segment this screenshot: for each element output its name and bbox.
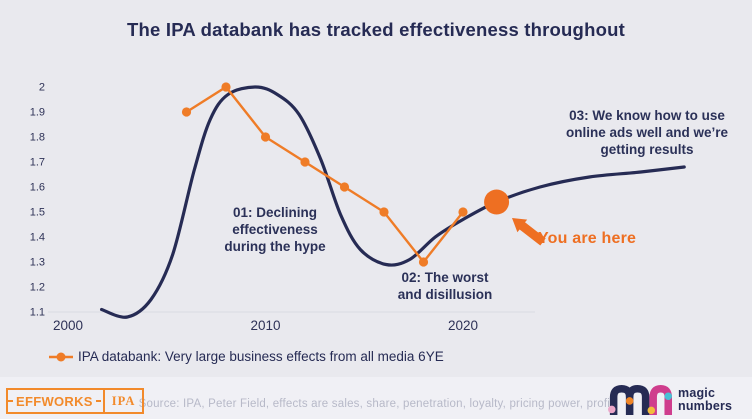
legend-marker-icon — [49, 352, 73, 361]
y-tick-label: 1.9 — [30, 107, 45, 119]
legend-marker-dot — [56, 352, 66, 361]
y-tick-label: 1.8 — [30, 132, 45, 144]
ipa-series-point — [418, 257, 429, 267]
x-tick-label: 2000 — [53, 318, 83, 333]
ipa-series-point — [221, 82, 231, 92]
annotation-03-results: 03: We know how to use online ads well a… — [565, 108, 729, 157]
magic-numbers-line1: magic — [678, 386, 716, 400]
mn-dot-teal — [664, 392, 672, 400]
annotation-01-declining: 01: Declining effectiveness during the h… — [224, 205, 326, 254]
magic-numbers-line2: numbers — [678, 399, 733, 413]
page-title: The IPA databank has tracked effectivene… — [127, 19, 625, 40]
ipa-series-point — [339, 182, 350, 192]
x-tick-label: 2010 — [250, 318, 280, 333]
y-tick-label: 1.7 — [30, 157, 45, 169]
you-are-here-label: You are here — [538, 230, 637, 247]
source-attribution: Source: IPA, Peter Field, effects are sa… — [138, 398, 614, 410]
hype-curve-path — [100, 85, 686, 319]
mn-n-arch — [649, 384, 672, 416]
ipa-series-point — [379, 207, 389, 217]
mn-m-arch2 — [625, 384, 650, 416]
mn-dot-orange — [625, 397, 634, 405]
legend-label: IPA databank: Very large business effect… — [78, 349, 444, 364]
ipa-series-point — [260, 132, 271, 142]
mn-dot-pink — [608, 405, 616, 414]
y-tick-label: 1.5 — [30, 207, 45, 219]
ipa-series-point — [300, 157, 310, 167]
magic-numbers-logo: magic numbers — [608, 384, 732, 416]
ipa-series-point — [458, 207, 468, 217]
legend: IPA databank: Very large business effect… — [48, 349, 444, 364]
magic-numbers-mark-icon — [608, 384, 672, 416]
effworks-logo-text: EFFWORKS — [16, 393, 93, 409]
ipa-series-point — [181, 107, 192, 117]
magic-numbers-wordmark: magic numbers — [678, 387, 732, 413]
mn-dot-yellow — [647, 406, 656, 415]
annotation-02-worst: 02: The worst and disillusion — [397, 270, 493, 302]
y-tick-label: 1.1 — [30, 307, 45, 319]
effworks-dash-right — [95, 399, 101, 403]
you-are-here-arrow-icon — [512, 218, 546, 246]
effworks-logo-divider — [102, 390, 105, 412]
you-are-here-dot — [484, 189, 510, 215]
y-tick-label: 1.6 — [30, 182, 45, 194]
effworks-ipa-logo: EFFWORKS IPA — [6, 388, 145, 414]
y-tick-label: 2 — [39, 82, 45, 94]
ipa-series-line — [185, 85, 464, 264]
effworks-dash-left — [8, 399, 13, 403]
ipa-monogram: IPA — [111, 393, 136, 408]
y-tick-label: 1.2 — [30, 282, 45, 294]
x-tick-label: 2020 — [448, 318, 478, 333]
y-tick-label: 1.3 — [30, 257, 45, 269]
arrow-shape — [512, 218, 546, 246]
y-tick-label: 1.4 — [30, 232, 45, 244]
